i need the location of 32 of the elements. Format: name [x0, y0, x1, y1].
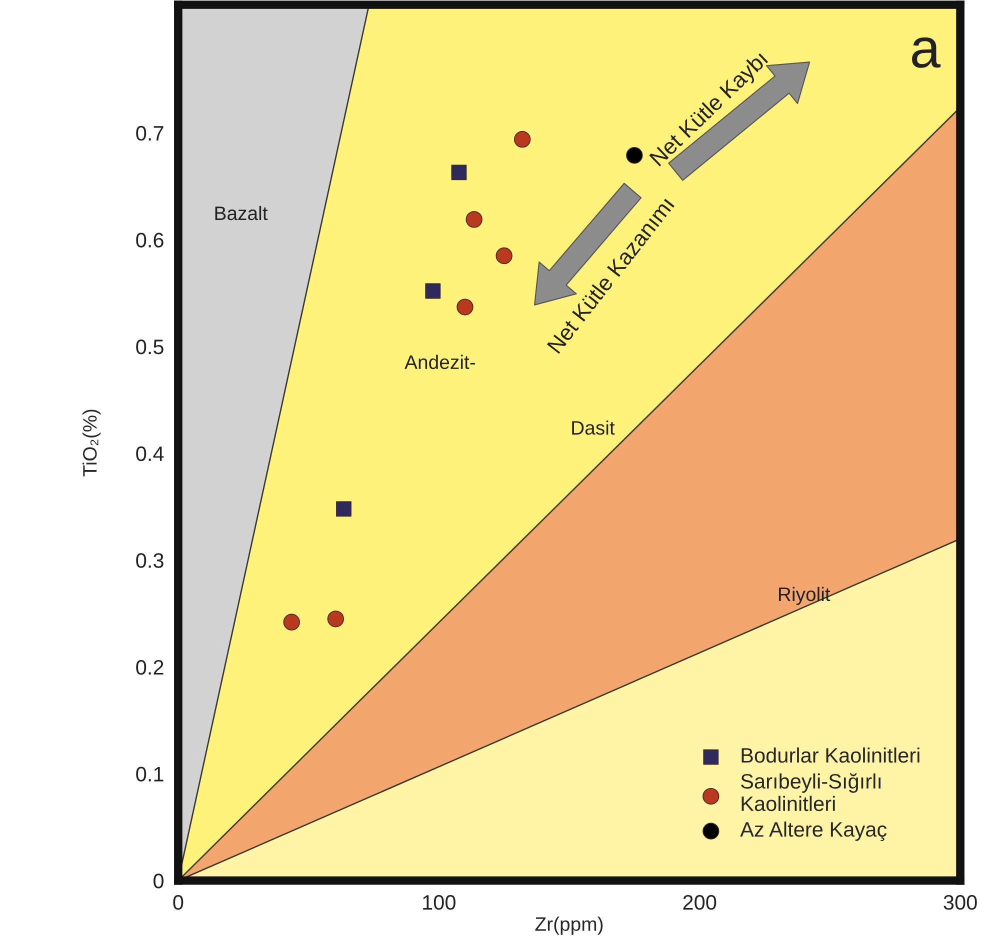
- y-tick-label: 0.7: [136, 126, 164, 141]
- x-tick-label: 0: [173, 895, 184, 910]
- legend-label: Az Altere Kayaç: [740, 822, 887, 842]
- y-tick-label: 0.5: [136, 340, 164, 354]
- legend-label: Bodurlar Kaolinitleri: [742, 747, 920, 763]
- y-tick-label: 0: [154, 874, 164, 888]
- point: [283, 614, 300, 630]
- annotation: a: [912, 37, 941, 68]
- point: [514, 131, 531, 148]
- point: [336, 501, 352, 517]
- point: [456, 298, 474, 316]
- point: [496, 247, 512, 264]
- y-tick-label: 0.3: [136, 553, 164, 568]
- annotation: Bazalt: [215, 206, 268, 220]
- x-tick-label: 200: [683, 895, 716, 910]
- y-tick-label: 0.1: [136, 766, 164, 782]
- y-axis-title: TiO₂(%): [82, 410, 101, 476]
- x-tick-label: 300: [944, 895, 977, 910]
- legend-label: Sarıbeyli-Sığırlı Kaolinitleri: [741, 773, 881, 812]
- x-tick-label: 100: [423, 895, 456, 910]
- y-tick-label: 0.2: [136, 660, 164, 675]
- annotation: Dasit: [572, 420, 615, 435]
- point: [626, 147, 643, 164]
- point: [425, 283, 441, 299]
- annotation: Riyolit: [779, 586, 830, 606]
- point: [327, 610, 344, 628]
- y-tick-label: 0.4: [136, 446, 164, 462]
- y-tick-label: 0.6: [136, 232, 164, 248]
- annotation: Andezit-: [404, 354, 476, 370]
- x-axis-title: Zr(ppm): [535, 916, 603, 935]
- point: [451, 164, 467, 180]
- point: [466, 211, 482, 228]
